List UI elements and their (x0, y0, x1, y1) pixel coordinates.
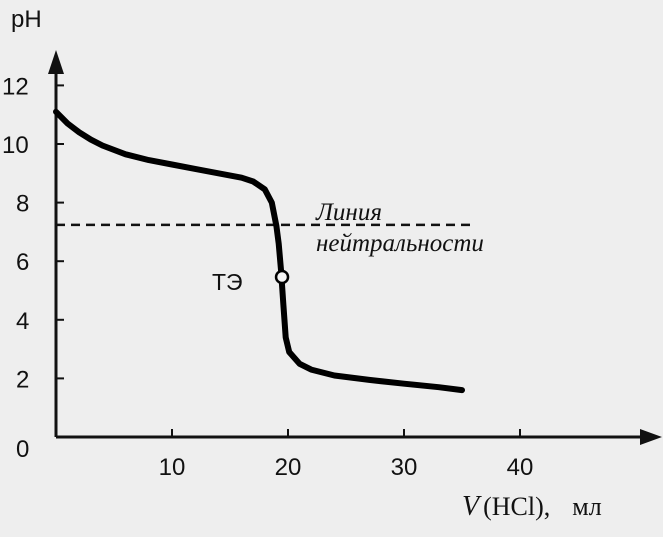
x-axis-label-symbol: V (462, 491, 482, 522)
y-tick-label: 0 (16, 436, 29, 463)
y-tick-label: 12 (2, 73, 29, 100)
y-tick-label: 2 (16, 366, 29, 393)
y-tick-label: 10 (2, 132, 29, 159)
ticks-layer: 10 20 30 40 0 2 4 6 8 10 12 (2, 73, 533, 481)
titration-curve (53, 108, 465, 394)
equivalence-point-marker (274, 269, 290, 285)
x-axis-label: V (HCl), мл (462, 491, 602, 522)
y-tick-label: 6 (16, 249, 29, 276)
neutrality-label-line2: нейтральности (316, 230, 484, 257)
x-axis-label-unit: мл (572, 492, 601, 521)
x-axis-arrow-icon (640, 429, 662, 445)
x-tick-label: 20 (275, 454, 302, 481)
x-axis-label-substance: (HCl), (483, 492, 550, 521)
x-tick-label: 10 (159, 454, 186, 481)
y-tick-label: 8 (16, 191, 29, 218)
y-tick-label: 4 (16, 308, 29, 335)
x-tick-label: 30 (391, 454, 418, 481)
y-axis-arrow-icon (48, 50, 64, 74)
y-axis-label: pH (11, 6, 42, 33)
equivalence-point-label: ТЭ (212, 269, 243, 295)
x-tick-label: 40 (507, 454, 534, 481)
neutrality-label-line1: Линия (315, 199, 382, 226)
